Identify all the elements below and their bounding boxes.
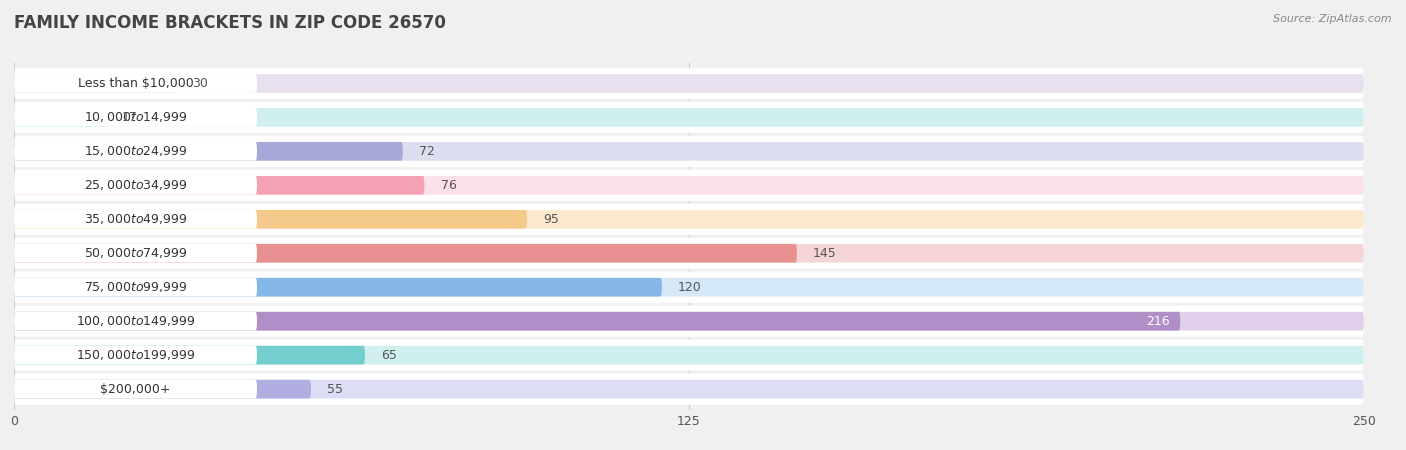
Text: Source: ZipAtlas.com: Source: ZipAtlas.com (1274, 14, 1392, 23)
FancyBboxPatch shape (14, 108, 1364, 127)
FancyBboxPatch shape (14, 272, 1364, 303)
FancyBboxPatch shape (14, 278, 1364, 297)
FancyBboxPatch shape (14, 210, 257, 229)
Text: 55: 55 (328, 382, 343, 396)
Text: 145: 145 (813, 247, 837, 260)
FancyBboxPatch shape (14, 278, 257, 297)
FancyBboxPatch shape (14, 244, 257, 263)
Text: $25,000 to $34,999: $25,000 to $34,999 (84, 178, 187, 192)
Text: $50,000 to $74,999: $50,000 to $74,999 (84, 246, 187, 260)
Text: Less than $10,000: Less than $10,000 (77, 77, 194, 90)
Text: 95: 95 (543, 213, 560, 226)
Text: 17: 17 (122, 111, 138, 124)
FancyBboxPatch shape (14, 312, 1180, 330)
FancyBboxPatch shape (14, 380, 257, 398)
Text: $35,000 to $49,999: $35,000 to $49,999 (84, 212, 187, 226)
Text: 216: 216 (1146, 315, 1170, 328)
Text: $150,000 to $199,999: $150,000 to $199,999 (76, 348, 195, 362)
FancyBboxPatch shape (14, 380, 311, 398)
FancyBboxPatch shape (14, 74, 1364, 93)
FancyBboxPatch shape (14, 346, 257, 365)
Text: FAMILY INCOME BRACKETS IN ZIP CODE 26570: FAMILY INCOME BRACKETS IN ZIP CODE 26570 (14, 14, 446, 32)
FancyBboxPatch shape (14, 136, 1364, 167)
FancyBboxPatch shape (14, 278, 662, 297)
FancyBboxPatch shape (14, 142, 257, 161)
FancyBboxPatch shape (14, 102, 1364, 133)
FancyBboxPatch shape (14, 312, 257, 330)
FancyBboxPatch shape (14, 68, 1364, 99)
FancyBboxPatch shape (14, 339, 1364, 371)
FancyBboxPatch shape (14, 176, 1364, 195)
Text: 76: 76 (440, 179, 457, 192)
Text: $75,000 to $99,999: $75,000 to $99,999 (84, 280, 187, 294)
FancyBboxPatch shape (14, 210, 1364, 229)
FancyBboxPatch shape (14, 306, 1364, 337)
FancyBboxPatch shape (14, 312, 1364, 330)
FancyBboxPatch shape (14, 204, 1364, 235)
FancyBboxPatch shape (14, 170, 1364, 201)
Text: 65: 65 (381, 349, 396, 362)
FancyBboxPatch shape (14, 176, 257, 195)
FancyBboxPatch shape (14, 142, 1364, 161)
Text: 72: 72 (419, 145, 434, 158)
FancyBboxPatch shape (14, 374, 1364, 405)
FancyBboxPatch shape (14, 380, 1364, 398)
FancyBboxPatch shape (14, 108, 105, 127)
FancyBboxPatch shape (14, 346, 1364, 365)
FancyBboxPatch shape (14, 74, 176, 93)
FancyBboxPatch shape (14, 142, 402, 161)
FancyBboxPatch shape (14, 74, 257, 93)
FancyBboxPatch shape (14, 244, 797, 263)
Text: $15,000 to $24,999: $15,000 to $24,999 (84, 144, 187, 158)
Text: 120: 120 (678, 281, 702, 294)
FancyBboxPatch shape (14, 176, 425, 195)
FancyBboxPatch shape (14, 108, 257, 127)
Text: 30: 30 (193, 77, 208, 90)
Text: $200,000+: $200,000+ (100, 382, 170, 396)
FancyBboxPatch shape (14, 238, 1364, 269)
FancyBboxPatch shape (14, 244, 1364, 263)
Text: $100,000 to $149,999: $100,000 to $149,999 (76, 314, 195, 328)
Text: $10,000 to $14,999: $10,000 to $14,999 (84, 110, 187, 124)
FancyBboxPatch shape (14, 210, 527, 229)
FancyBboxPatch shape (14, 346, 366, 365)
